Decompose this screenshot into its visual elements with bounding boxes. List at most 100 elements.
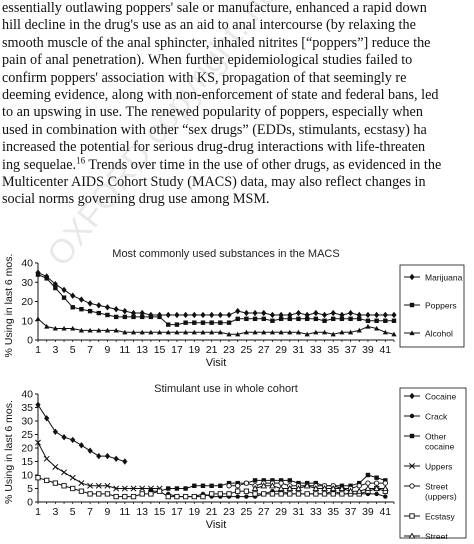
- series-marijuana-point: [217, 311, 223, 319]
- series-ecstasy-point: [269, 491, 276, 497]
- series-cocaine-line: [37, 404, 125, 462]
- series-alcohol-point: [78, 327, 85, 333]
- series-ecstasy-point: [139, 491, 145, 497]
- series-ecstasy-point: [287, 491, 293, 497]
- series-poppers-point: [287, 316, 293, 322]
- text-line-8: used in combination with other “sex drug…: [2, 121, 427, 138]
- series-crack-point: [244, 494, 249, 499]
- series-alcohol-point: [391, 331, 397, 337]
- series-cocaine-point: [70, 436, 76, 444]
- series-other-cocaine-point: [148, 489, 154, 494]
- x-tick-label: 31: [293, 506, 305, 518]
- series-ecstasy-point: [209, 491, 215, 497]
- legend-alcohol-label: Alcohol: [425, 329, 453, 339]
- series-alcohol-point: [52, 325, 58, 331]
- legend-box: [399, 387, 467, 539]
- series-uppers-point: [113, 485, 120, 492]
- legend-street-uppers-swatch-marker: [409, 483, 415, 489]
- series-alcohol-point: [156, 329, 163, 335]
- series-ecstasy-point: [52, 480, 59, 486]
- series-poppers-point: [391, 318, 397, 323]
- series-poppers-point: [365, 318, 371, 323]
- series-uppers-point: [61, 469, 68, 476]
- series-street-ecstasy-point: [277, 484, 285, 492]
- series-ecstasy-point: [130, 493, 137, 500]
- series-marijuana-point: [183, 311, 189, 319]
- text-line-10-tail: Trends over time in the use of other dru…: [85, 156, 442, 173]
- series-alcohol-point: [217, 329, 223, 335]
- series-poppers-point: [244, 316, 249, 322]
- series-marijuana-point: [356, 311, 362, 319]
- series-alcohol-point: [235, 331, 241, 337]
- series-street-ecstasy-point: [347, 487, 354, 494]
- legend-street-uppers: Street(uppers): [404, 482, 457, 502]
- series-poppers-point: [87, 308, 93, 314]
- series-poppers-point: [44, 276, 49, 281]
- series-marijuana-point: [304, 311, 310, 319]
- series-marijuana-point: [200, 311, 206, 319]
- series-street-ecstasy-point: [364, 484, 372, 492]
- series-ecstasy-point: [87, 491, 93, 497]
- series-poppers-point: [53, 285, 58, 291]
- text-line-2: hill decline in the drug's use as an aid…: [2, 17, 416, 34]
- legend-cocaine-swatch-marker: [409, 392, 415, 400]
- legend-street-ecstasy-label: Street: [425, 532, 448, 540]
- legend-crack-label: Crack: [425, 412, 448, 422]
- x-tick-label: 27: [258, 344, 270, 356]
- text-line-7: to an upswing in use. The renewed popula…: [2, 104, 423, 121]
- series-poppers-point: [331, 316, 336, 322]
- series-marijuana-point: [61, 286, 67, 294]
- series-marijuana-point: [104, 304, 111, 311]
- series-street-uppers-point: [243, 480, 250, 486]
- series-street-uppers-point: [278, 480, 284, 486]
- x-tick-label: 13: [136, 344, 148, 356]
- series-poppers-point: [183, 320, 188, 325]
- series-poppers-point: [313, 316, 319, 322]
- series-marijuana-point: [96, 302, 102, 309]
- series-alcohol-point: [61, 325, 67, 331]
- series-alcohol-point: [209, 329, 215, 335]
- x-tick-label: 33: [310, 506, 322, 518]
- y-tick-label: 10: [21, 315, 33, 327]
- series-poppers-point: [200, 320, 206, 325]
- chart-title: Most commonly used substances in the MAC…: [112, 248, 339, 260]
- series-uppers-point: [69, 474, 76, 481]
- series-poppers-point: [192, 320, 197, 325]
- series-alcohol-point: [200, 329, 206, 335]
- chart-stimulants-svg: Stimulant use in whole cohort05101520253…: [3, 383, 467, 544]
- series-alcohol-point: [330, 331, 336, 337]
- series-poppers-point: [70, 305, 75, 310]
- series-marijuana-point: [365, 311, 371, 319]
- series-poppers-point: [157, 314, 162, 320]
- x-tick-label: 39: [362, 506, 374, 518]
- text-line-1: essentially outlawing poppers' sale or m…: [2, 0, 427, 16]
- series-other-cocaine-point: [235, 480, 240, 486]
- x-tick-label: 1: [35, 344, 41, 356]
- y-tick-label: 0: [27, 335, 33, 347]
- series-poppers-point: [166, 322, 171, 327]
- chart-substances-svg: Most commonly used substances in the MAC…: [3, 248, 465, 369]
- series-alcohol-point: [356, 327, 362, 333]
- y-tick-label: 20: [21, 296, 33, 308]
- series-street-ecstasy-point: [312, 484, 320, 492]
- series-marijuana-point: [235, 307, 241, 315]
- y-tick-label: 0: [27, 497, 33, 509]
- series-other-cocaine-point: [348, 483, 353, 488]
- series-other-cocaine-point: [296, 480, 301, 486]
- series-marijuana-point: [287, 311, 293, 319]
- x-tick-label: 15: [154, 506, 166, 518]
- series-poppers-point: [261, 316, 266, 322]
- series-ecstasy-point: [243, 488, 250, 494]
- series-marijuana-point: [339, 311, 345, 319]
- x-tick-label: 11: [119, 506, 130, 518]
- series-other-cocaine-point: [374, 475, 379, 480]
- x-tick-label: 1: [35, 506, 41, 518]
- series-marijuana-point: [330, 309, 336, 317]
- series-uppers-point: [95, 482, 102, 489]
- chart-title: Stimulant use in whole cohort: [154, 384, 298, 395]
- series-ecstasy-point: [295, 491, 302, 497]
- series-poppers-point: [79, 307, 84, 312]
- series-poppers-point: [270, 318, 275, 323]
- series-alcohol-point: [295, 329, 302, 335]
- series-street-uppers-point: [356, 483, 362, 489]
